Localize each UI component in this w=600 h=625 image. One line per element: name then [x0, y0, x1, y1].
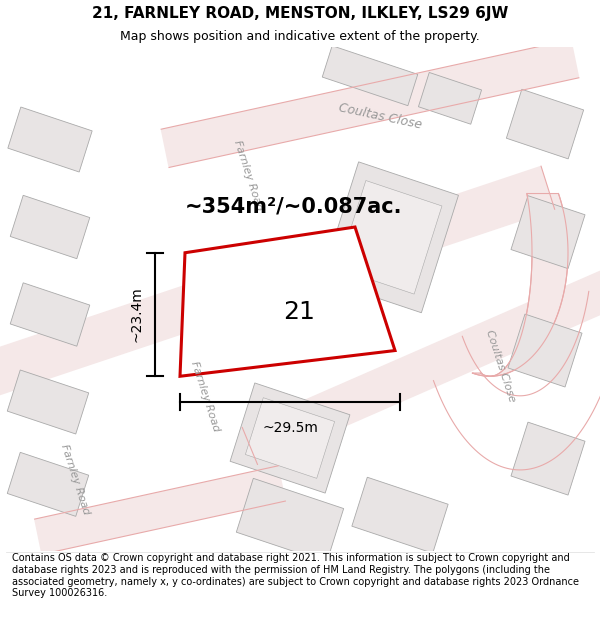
Polygon shape	[230, 383, 350, 493]
Polygon shape	[7, 370, 89, 434]
Polygon shape	[511, 196, 585, 269]
Text: ~29.5m: ~29.5m	[262, 421, 318, 434]
Polygon shape	[161, 39, 580, 168]
Text: Coultas Close: Coultas Close	[484, 329, 517, 403]
Polygon shape	[506, 89, 584, 159]
Polygon shape	[242, 226, 600, 465]
Text: Farnley Road: Farnley Road	[59, 442, 91, 516]
Text: Contains OS data © Crown copyright and database right 2021. This information is : Contains OS data © Crown copyright and d…	[12, 554, 579, 598]
Text: 21: 21	[283, 300, 314, 324]
Polygon shape	[352, 478, 448, 553]
Polygon shape	[472, 194, 568, 376]
Polygon shape	[322, 46, 418, 106]
Polygon shape	[34, 466, 286, 554]
Polygon shape	[418, 72, 482, 124]
Polygon shape	[245, 398, 335, 478]
Text: ~354m²/~0.087ac.: ~354m²/~0.087ac.	[185, 196, 403, 216]
Polygon shape	[10, 196, 90, 259]
Text: Farnley Road: Farnley Road	[232, 139, 264, 212]
Text: 21, FARNLEY ROAD, MENSTON, ILKLEY, LS29 6JW: 21, FARNLEY ROAD, MENSTON, ILKLEY, LS29 …	[92, 6, 508, 21]
Text: Farnley Road: Farnley Road	[189, 361, 221, 433]
Text: Map shows position and indicative extent of the property.: Map shows position and indicative extent…	[120, 30, 480, 43]
Polygon shape	[0, 166, 555, 432]
Polygon shape	[7, 452, 89, 516]
Text: ~23.4m: ~23.4m	[129, 287, 143, 342]
Polygon shape	[508, 314, 582, 387]
Text: Coultas Close: Coultas Close	[337, 102, 423, 132]
Polygon shape	[10, 282, 90, 346]
Polygon shape	[236, 478, 344, 562]
Polygon shape	[511, 422, 585, 495]
Polygon shape	[180, 227, 395, 376]
Polygon shape	[8, 107, 92, 172]
Polygon shape	[322, 162, 458, 312]
Polygon shape	[338, 181, 442, 294]
